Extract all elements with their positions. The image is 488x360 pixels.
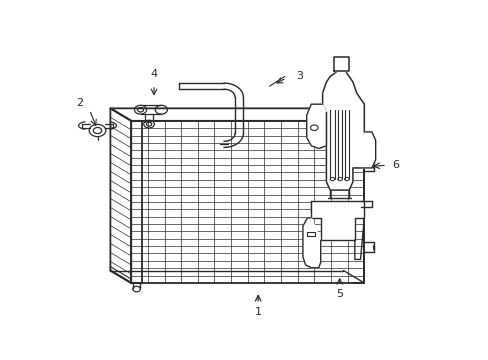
Text: 3: 3 xyxy=(296,72,303,81)
Text: 6: 6 xyxy=(392,160,399,170)
Polygon shape xyxy=(360,132,375,168)
Polygon shape xyxy=(306,104,326,149)
Polygon shape xyxy=(333,57,348,71)
Text: 5: 5 xyxy=(335,289,343,299)
Text: 4: 4 xyxy=(150,69,157,79)
Bar xyxy=(307,232,314,236)
Polygon shape xyxy=(302,218,320,268)
Text: 2: 2 xyxy=(76,98,83,108)
Polygon shape xyxy=(322,93,364,190)
Polygon shape xyxy=(322,71,356,93)
Text: 1: 1 xyxy=(254,307,261,318)
Polygon shape xyxy=(311,201,364,240)
